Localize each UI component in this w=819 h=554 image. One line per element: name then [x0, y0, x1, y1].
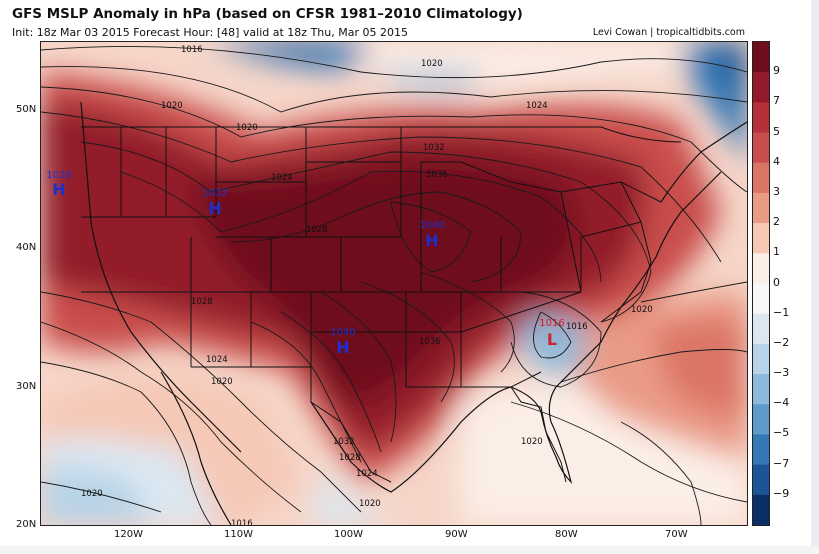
- isobar-label: 1020: [631, 305, 653, 315]
- colorbar-gradient: [753, 42, 769, 525]
- isobar-label: 1016: [566, 322, 588, 332]
- lon-label: 100W: [334, 529, 363, 540]
- isobar-label: 1024: [271, 173, 293, 183]
- political-borders: [81, 126, 682, 483]
- isobar-label: 1024: [206, 355, 228, 365]
- colorbar-swatch: [753, 374, 769, 405]
- colorbar: [752, 41, 770, 526]
- window-bottom-edge: [0, 546, 819, 554]
- isobar-label: 1020: [211, 377, 233, 387]
- isobar-label: 1016: [181, 45, 203, 55]
- center-value: 1028: [46, 170, 71, 181]
- center-value: 1016: [539, 318, 564, 329]
- lon-label: 90W: [445, 529, 468, 540]
- map-canvas: 1016 1020 1020 1024 1020 1024 1028 1032 …: [41, 42, 747, 525]
- lat-label: 30N: [16, 381, 37, 392]
- colorbar-swatch: [753, 313, 769, 345]
- chart-subtitle: Init: 18z Mar 03 2015 Forecast Hour: [48…: [12, 26, 408, 39]
- low-letter: L: [547, 330, 557, 349]
- window-edge: [811, 0, 819, 554]
- high-letter: H: [208, 199, 221, 218]
- colorbar-swatch: [753, 42, 769, 73]
- isobar-label: 1024: [356, 469, 378, 479]
- colorbar-tick-label: 5: [773, 124, 780, 138]
- chart-title: GFS MSLP Anomaly in hPa (based on CFSR 1…: [12, 6, 523, 22]
- high-pressure-center: 1032 H: [202, 188, 227, 218]
- colorbar-tick-label: −5: [773, 426, 790, 440]
- high-letter: H: [425, 231, 438, 250]
- colorbar-swatch: [753, 72, 769, 103]
- isobar-label: 1020: [81, 489, 103, 499]
- isobar-label: 1028: [306, 225, 328, 235]
- colorbar-swatch: [753, 404, 769, 435]
- isobar-label: 1036: [419, 337, 441, 347]
- colorbar-swatch: [753, 223, 769, 254]
- lat-label: 50N: [16, 104, 37, 115]
- isobar-label: 1020: [359, 499, 381, 509]
- map-panel: 1016 1020 1020 1024 1020 1024 1028 1032 …: [40, 41, 748, 526]
- high-letter: H: [336, 338, 349, 357]
- coastlines: [80, 101, 747, 525]
- high-pressure-center: 1040 H: [330, 327, 355, 357]
- credit-label: Levi Cowan | tropicaltidbits.com: [592, 27, 745, 38]
- isobar-label: 1032: [423, 143, 445, 153]
- isobar-label: 1028: [191, 297, 213, 307]
- isobar-label: 1036: [426, 170, 448, 180]
- isobar-label: 1028: [339, 453, 361, 463]
- anomaly-shading: [41, 42, 747, 525]
- colorbar-swatch: [753, 162, 769, 194]
- isobar-label: 1024: [526, 101, 548, 111]
- colorbar-tick-label: 3: [773, 184, 780, 198]
- isobar-labels: 1016 1020 1020 1024 1020 1024 1028 1032 …: [81, 45, 653, 525]
- lat-label: 20N: [16, 519, 37, 530]
- colorbar-swatch: [753, 494, 769, 525]
- center-value: 1032: [202, 188, 227, 199]
- high-pressure-center: 1040 H: [419, 220, 444, 250]
- colorbar-swatch: [753, 192, 769, 224]
- isobar-label: 1020: [161, 101, 183, 111]
- isobar-label: 1032: [333, 437, 355, 447]
- lat-label: 40N: [16, 242, 37, 253]
- lon-label: 110W: [224, 529, 253, 540]
- pressure-centers: 1028 H 1032 H 1040 H 1040 H 1016 L: [46, 170, 564, 357]
- colorbar-tick-label: 0: [773, 275, 780, 289]
- colorbar-swatch: [753, 434, 769, 466]
- colorbar-swatch: [753, 102, 769, 134]
- colorbar-tick-label: −4: [773, 396, 790, 410]
- colorbar-tick-label: −3: [773, 366, 790, 380]
- high-letter: H: [52, 180, 65, 199]
- colorbar-tick-label: 4: [773, 154, 780, 168]
- colorbar-tick-label: 1: [773, 245, 780, 259]
- lon-label: 120W: [114, 529, 143, 540]
- colorbar-tick-label: −9: [773, 486, 790, 500]
- high-pressure-center: 1028 H: [46, 170, 71, 199]
- low-pressure-center: 1016 L: [539, 318, 564, 349]
- colorbar-tick-label: −2: [773, 335, 790, 349]
- isobar-label: 1020: [521, 437, 543, 447]
- colorbar-swatch: [753, 464, 769, 496]
- isobar-label: 1020: [421, 59, 443, 69]
- center-value: 1040: [419, 220, 444, 231]
- lon-label: 80W: [555, 529, 578, 540]
- center-value: 1040: [330, 327, 355, 338]
- isobar-label: 1016: [231, 519, 253, 525]
- colorbar-swatch: [753, 343, 769, 375]
- colorbar-tick-label: −1: [773, 305, 790, 319]
- colorbar-tick-label: 2: [773, 215, 780, 229]
- isobars: [41, 46, 747, 525]
- lon-label: 70W: [665, 529, 688, 540]
- colorbar-tick-label: 7: [773, 94, 780, 108]
- colorbar-tick-label: 9: [773, 64, 780, 78]
- colorbar-swatch: [753, 283, 769, 315]
- colorbar-swatch: [753, 132, 769, 164]
- colorbar-swatch: [753, 253, 769, 284]
- colorbar-tick-label: −7: [773, 456, 790, 470]
- isobar-label: 1020: [236, 123, 258, 133]
